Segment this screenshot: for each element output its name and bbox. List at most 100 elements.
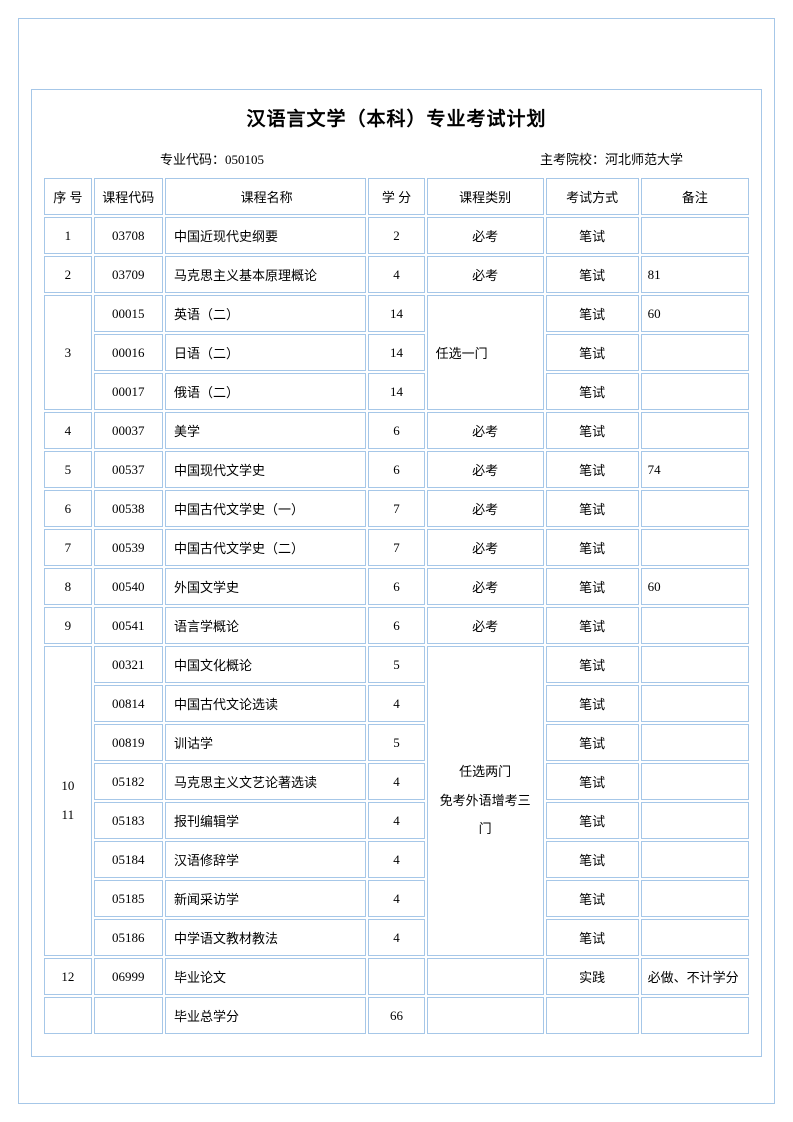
outer-frame: 汉语言文学（本科）专业考试计划 专业代码：050105 主考院校：河北师范大学 … [18,18,775,1104]
course-table: 序 号 课程代码 课程名称 学 分 课程类别 考试方式 备注 1 03708 中… [42,176,751,1036]
cell-method: 笔试 [546,919,639,956]
cell-method: 笔试 [546,763,639,800]
cell-code: 00541 [94,607,163,644]
cell-method: 笔试 [546,880,639,917]
cell-note [641,685,749,722]
cell-name: 中国古代文学史（二） [165,529,366,566]
table-row: 00017 俄语（二） 14 笔试 [44,373,749,410]
table-row: 05184 汉语修辞学 4 笔试 [44,841,749,878]
cell-category: 必考 [427,451,544,488]
major-code-value: 050105 [225,152,264,167]
cell-credit: 6 [368,451,424,488]
cell-note [641,802,749,839]
table-row: 5 00537 中国现代文学史 6 必考 笔试 74 [44,451,749,488]
cell-credit: 5 [368,724,424,761]
cell-code: 00540 [94,568,163,605]
cell-method: 笔试 [546,256,639,293]
cell-credit: 4 [368,256,424,293]
cell-code: 00016 [94,334,163,371]
cell-code [94,997,163,1034]
cell-note [641,607,749,644]
cell-category: 必考 [427,217,544,254]
cell-seq: 12 [44,958,92,995]
cell-note [641,412,749,449]
table-row: 7 00539 中国古代文学史（二） 7 必考 笔试 [44,529,749,566]
cell-name: 中国古代文学史（一） [165,490,366,527]
table-row: 05182 马克思主义文艺论著选读 4 笔试 [44,763,749,800]
cell-category [427,997,544,1034]
cell-code: 05185 [94,880,163,917]
cell-credit: 14 [368,295,424,332]
cell-method: 笔试 [546,724,639,761]
cell-credit: 66 [368,997,424,1034]
cell-credit: 4 [368,685,424,722]
header-category: 课程类别 [427,178,544,215]
cell-category: 任选两门 免考外语增考三门 [427,646,544,956]
cell-code: 00819 [94,724,163,761]
header-method: 考试方式 [546,178,639,215]
school-label: 主考院校： [540,152,605,167]
cell-note: 必做、不计学分 [641,958,749,995]
major-code-label: 专业代码： [160,152,225,167]
cell-method: 笔试 [546,685,639,722]
table-row: 8 00540 外国文学史 6 必考 笔试 60 [44,568,749,605]
cell-category: 任选一门 [427,295,544,410]
cell-note [641,880,749,917]
cell-note [641,529,749,566]
cell-name: 训诂学 [165,724,366,761]
cell-code: 03708 [94,217,163,254]
cell-method: 笔试 [546,802,639,839]
meta-major-code: 专业代码：050105 [50,149,264,168]
cell-note [641,997,749,1034]
table-row: 4 00037 美学 6 必考 笔试 [44,412,749,449]
cell-note [641,334,749,371]
cell-note [641,490,749,527]
header-seq: 序 号 [44,178,92,215]
table-row: 05186 中学语文教材教法 4 笔试 [44,919,749,956]
cell-category: 必考 [427,529,544,566]
cell-note [641,763,749,800]
cell-code: 00015 [94,295,163,332]
header-name: 课程名称 [165,178,366,215]
cell-note [641,646,749,683]
cell-name: 新闻采访学 [165,880,366,917]
category-line2: 免考外语增考三门 [434,787,537,844]
cell-method: 笔试 [546,490,639,527]
cell-name: 中学语文教材教法 [165,919,366,956]
cell-seq: 5 [44,451,92,488]
cell-note [641,841,749,878]
header-row: 序 号 课程代码 课程名称 学 分 课程类别 考试方式 备注 [44,178,749,215]
cell-note [641,373,749,410]
cell-name: 中国近现代史纲要 [165,217,366,254]
cell-credit: 14 [368,334,424,371]
cell-seq: 3 [44,295,92,410]
table-row: 05185 新闻采访学 4 笔试 [44,880,749,917]
cell-credit: 6 [368,607,424,644]
cell-credit: 7 [368,490,424,527]
cell-method: 笔试 [546,334,639,371]
cell-note [641,919,749,956]
cell-seq: 7 [44,529,92,566]
header-code: 课程代码 [94,178,163,215]
cell-note: 81 [641,256,749,293]
cell-method: 笔试 [546,373,639,410]
cell-name: 俄语（二） [165,373,366,410]
cell-credit: 4 [368,841,424,878]
cell-method: 笔试 [546,217,639,254]
table-row: 3 00015 英语（二） 14 任选一门 笔试 60 [44,295,749,332]
cell-method: 笔试 [546,295,639,332]
inner-frame: 汉语言文学（本科）专业考试计划 专业代码：050105 主考院校：河北师范大学 … [31,89,762,1057]
cell-name: 语言学概论 [165,607,366,644]
cell-name: 汉语修辞学 [165,841,366,878]
cell-seq: 6 [44,490,92,527]
cell-name: 美学 [165,412,366,449]
cell-note [641,724,749,761]
cell-credit: 4 [368,802,424,839]
category-line1: 任选两门 [434,758,537,787]
table-row: 2 03709 马克思主义基本原理概论 4 必考 笔试 81 [44,256,749,293]
cell-code: 00037 [94,412,163,449]
cell-seq: 4 [44,412,92,449]
cell-method: 笔试 [546,529,639,566]
cell-name: 中国古代文论选读 [165,685,366,722]
cell-name: 中国现代文学史 [165,451,366,488]
